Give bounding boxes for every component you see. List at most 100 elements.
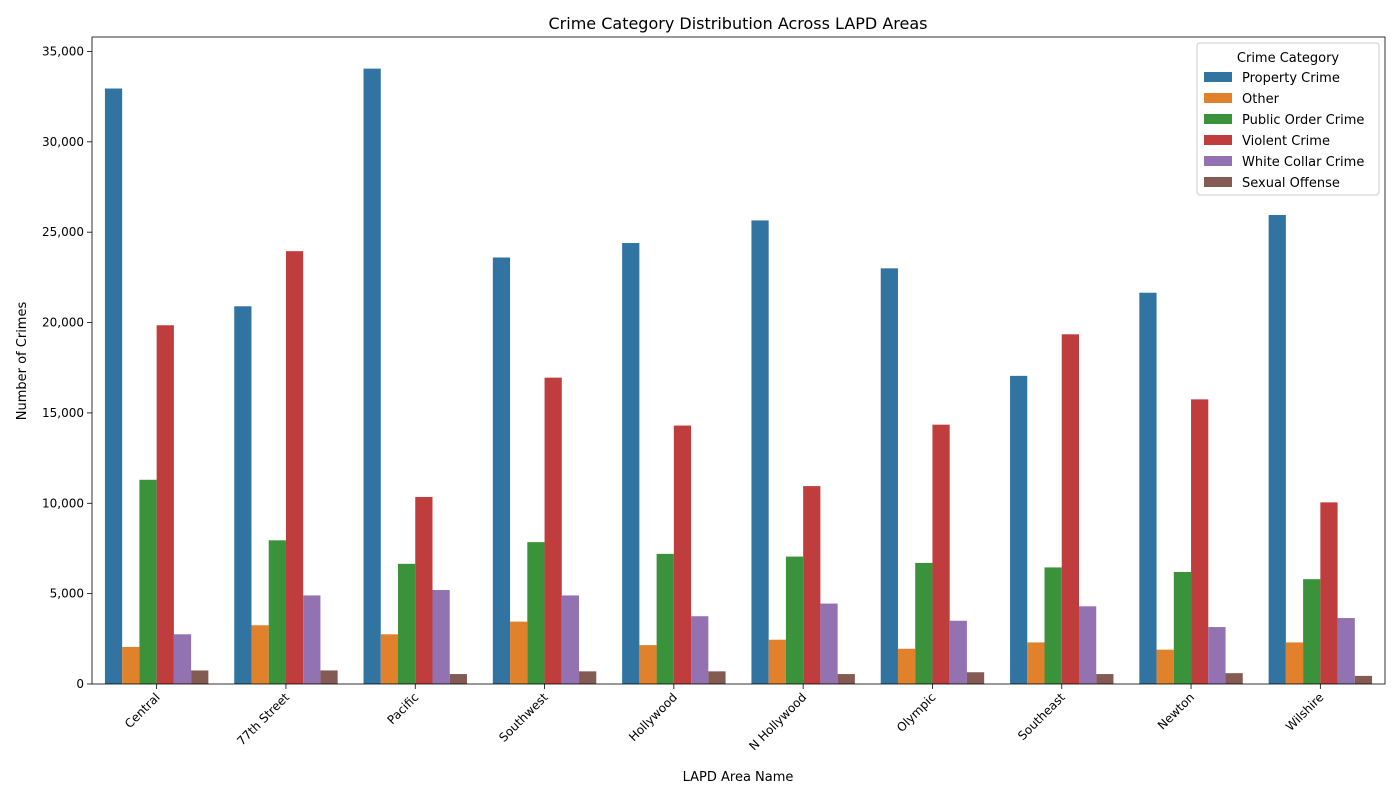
legend-label: White Collar Crime	[1242, 155, 1364, 170]
bar-other	[1156, 649, 1174, 684]
x-tick-label: Southwest	[496, 690, 551, 745]
bar-other	[380, 634, 399, 684]
bar-public-order-crime	[1044, 567, 1062, 684]
bar-sexual-offense	[837, 674, 855, 684]
bar-property-crime	[363, 68, 381, 684]
legend-label: Other	[1242, 92, 1280, 107]
bar-white-collar-crime	[173, 634, 192, 684]
bar-violent-crime	[1320, 502, 1338, 684]
x-tick-label: Hollywood	[626, 690, 680, 744]
x-tick-label: Pacific	[385, 690, 422, 727]
bar-sexual-offense	[449, 674, 467, 684]
legend-label: Violent Crime	[1242, 134, 1330, 149]
bar-property-crime	[492, 257, 511, 684]
y-tick-label: 25,000	[42, 225, 84, 239]
legend-label: Public Order Crime	[1242, 113, 1364, 128]
y-tick-label: 0	[76, 677, 84, 691]
bar-public-order-crime	[1173, 571, 1192, 684]
bar-other	[1027, 642, 1045, 684]
bar-public-order-crime	[1303, 579, 1321, 684]
bar-violent-crime	[285, 251, 304, 684]
bar-public-order-crime	[656, 553, 674, 684]
bar-white-collar-crime	[1208, 627, 1226, 684]
bar-other	[510, 621, 528, 684]
bar-property-crime	[1268, 215, 1286, 684]
bar-white-collar-crime	[949, 620, 967, 684]
legend-items: Property Crime Other Public Order Crime Vio…	[1204, 71, 1364, 191]
bar-property-crime	[104, 88, 123, 684]
bar-property-crime	[1010, 375, 1028, 684]
bar-white-collar-crime	[691, 616, 709, 684]
x-axis-label: LAPD Area Name	[683, 770, 794, 785]
bar-sexual-offense	[579, 671, 597, 684]
y-tick-label: 10,000	[42, 496, 84, 510]
bar-violent-crime	[1191, 399, 1209, 684]
bar-violent-crime	[415, 496, 433, 684]
bars-layer	[104, 68, 1373, 684]
bar-public-order-crime	[527, 542, 545, 684]
legend-swatch	[1204, 156, 1232, 166]
bar-other	[122, 646, 140, 684]
legend-box	[1196, 42, 1380, 196]
bar-violent-crime	[932, 424, 950, 684]
bar-white-collar-crime	[1078, 606, 1097, 684]
bar-violent-crime	[1061, 334, 1079, 684]
bar-white-collar-crime	[820, 603, 838, 684]
y-tick-label: 5,000	[50, 587, 84, 601]
bar-sexual-offense	[1096, 674, 1114, 684]
bar-public-order-crime	[785, 556, 804, 684]
bar-property-crime	[234, 306, 252, 684]
bar-sexual-offense	[1225, 673, 1243, 684]
bar-property-crime	[751, 220, 769, 684]
bar-white-collar-crime	[432, 590, 450, 684]
bar-sexual-offense	[191, 670, 209, 684]
legend-label: Sexual Offense	[1242, 176, 1340, 191]
bar-white-collar-crime	[561, 595, 580, 684]
x-tick-label: Central	[122, 690, 163, 731]
y-tick-label: 20,000	[42, 316, 84, 330]
legend-label: Property Crime	[1242, 71, 1340, 86]
bar-public-order-crime	[915, 562, 933, 684]
legend-swatch	[1204, 177, 1232, 187]
plot-frame	[91, 36, 1386, 685]
legend-swatch	[1204, 93, 1232, 103]
bar-sexual-offense	[1354, 675, 1373, 684]
y-tick-label: 35,000	[42, 44, 84, 58]
x-tick-label: N Hollywood	[746, 690, 809, 753]
bar-white-collar-crime	[1337, 618, 1355, 684]
bar-other	[897, 648, 916, 684]
x-tick-label: Newton	[1155, 690, 1197, 732]
x-tick-label: Olympic	[894, 690, 939, 735]
bar-sexual-offense	[320, 670, 338, 684]
bar-property-crime	[880, 268, 898, 684]
bar-sexual-offense	[708, 671, 726, 684]
bar-sexual-offense	[966, 672, 985, 684]
y-tick-label: 30,000	[42, 135, 84, 149]
bar-violent-crime	[156, 325, 174, 684]
bar-violent-crime	[803, 486, 821, 684]
bar-other	[639, 645, 657, 684]
legend-swatch	[1204, 114, 1232, 124]
legend: Crime Category Property Crime Other Public…	[1196, 42, 1380, 196]
bar-white-collar-crime	[303, 595, 321, 684]
y-tick-label: 15,000	[42, 406, 84, 420]
legend-swatch	[1204, 72, 1232, 82]
bar-public-order-crime	[398, 563, 416, 684]
bar-violent-crime	[544, 377, 562, 684]
bar-other	[251, 625, 269, 684]
x-tick-label: 77th Street	[234, 690, 292, 748]
x-tick-label: Southeast	[1015, 690, 1068, 743]
bar-other	[1285, 642, 1304, 684]
bar-property-crime	[622, 243, 640, 684]
x-tick-label: Wilshire	[1283, 690, 1326, 733]
bar-violent-crime	[673, 425, 692, 684]
y-axis-label: Number of Crimes	[15, 302, 30, 421]
legend-title: Crime Category	[1237, 51, 1340, 66]
bar-property-crime	[1139, 292, 1157, 684]
legend-swatch	[1204, 135, 1232, 145]
bar-public-order-crime	[139, 479, 157, 684]
bar-other	[768, 639, 786, 684]
chart-title: Crime Category Distribution Across LAPD …	[549, 14, 928, 33]
